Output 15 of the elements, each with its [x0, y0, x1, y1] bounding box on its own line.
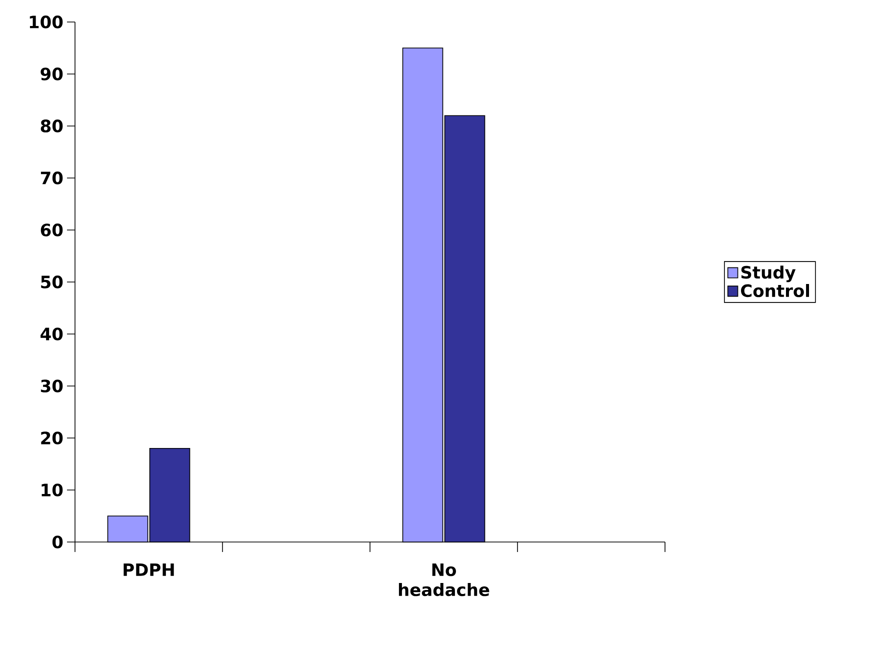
y-tick-label: 30 [40, 380, 63, 392]
x-tick-label: No headache [398, 564, 490, 596]
x-tick-label: PDPH [124, 564, 174, 576]
y-tick-label: 40 [40, 328, 63, 340]
y-tick-label: 100 [30, 16, 63, 28]
legend-label: Study [741, 266, 796, 282]
y-tick-label: 0 [52, 536, 63, 548]
y-tick-label: 70 [40, 172, 63, 184]
y-tick-label: 10 [42, 484, 63, 496]
y-tick-label: 90 [40, 68, 63, 80]
y-tick-label: 20 [41, 432, 63, 444]
legend-label: Control [741, 284, 810, 298]
y-tick-label: 80 [40, 120, 63, 132]
y-tick-label: 60 [40, 224, 63, 236]
y-tick-label: 50 [41, 276, 63, 288]
